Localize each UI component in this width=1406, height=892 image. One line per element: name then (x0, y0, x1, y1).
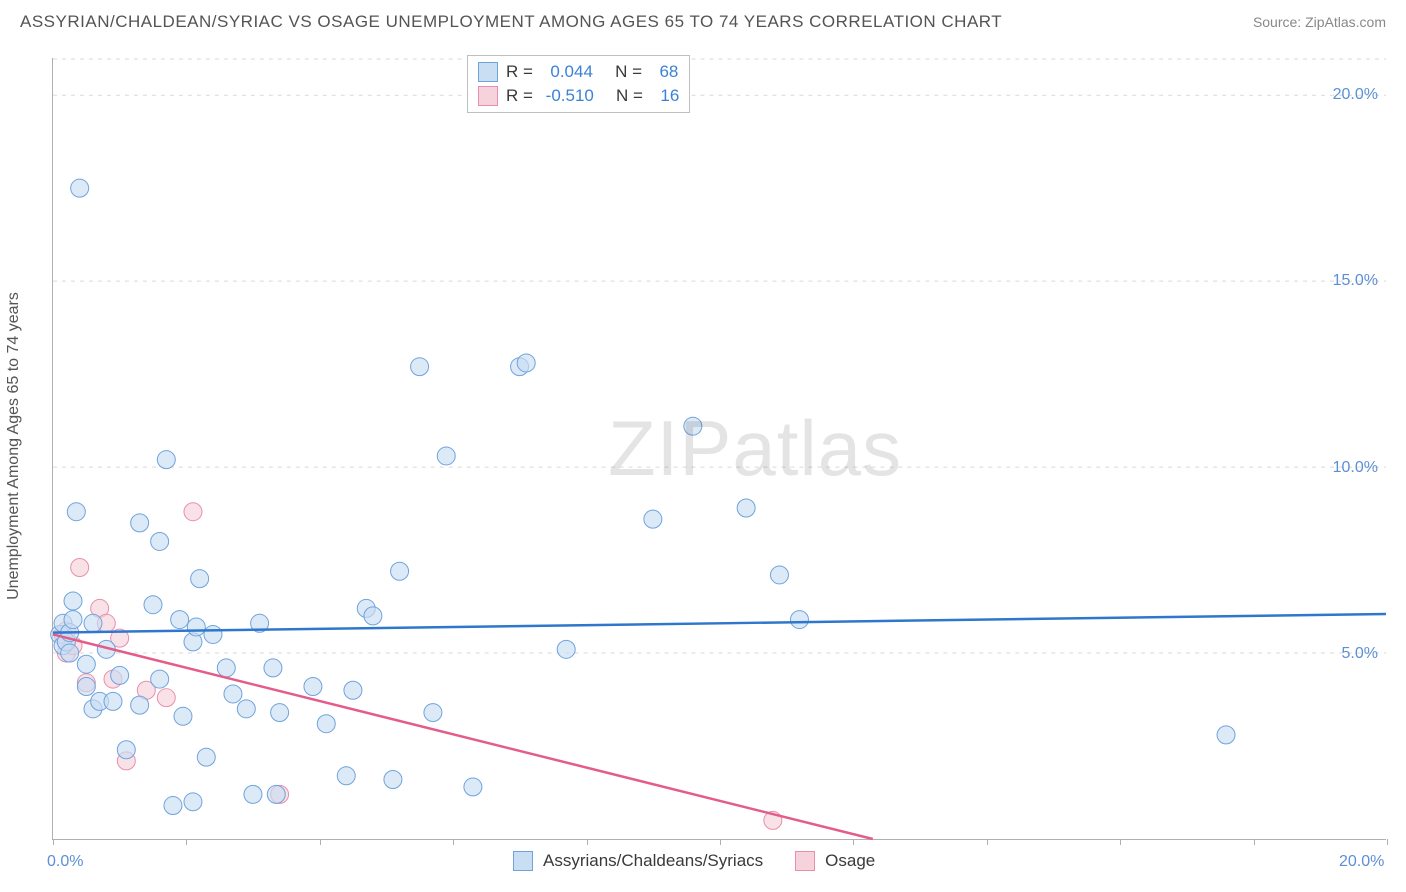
swatch-series1-icon (478, 62, 498, 82)
swatch-series2-icon (478, 86, 498, 106)
swatch-series1-icon (513, 851, 533, 871)
legend-label-2: Osage (825, 851, 875, 871)
y-axis-tick-label: 15.0% (1333, 272, 1378, 290)
x-axis-tick (320, 839, 321, 845)
stat-n-1: 68 (659, 60, 678, 84)
x-axis-tick (1387, 839, 1388, 845)
stats-box: R = 0.044 N = 68 R = -0.510 N = 16 (467, 55, 690, 113)
x-axis-tick (453, 839, 454, 845)
x-axis-tick-label: 20.0% (1339, 853, 1384, 871)
y-axis-tick-label: 10.0% (1333, 459, 1378, 477)
chart-canvas (53, 58, 1386, 839)
plot-area: 5.0%10.0%15.0%20.0% ZIPatlas R = 0.044 N… (52, 58, 1386, 840)
stat-r-2: -0.510 (546, 84, 594, 108)
y-axis-label: Unemployment Among Ages 65 to 74 years (5, 292, 23, 600)
stats-row-2: R = -0.510 N = 16 (478, 84, 679, 108)
stat-n-2: 16 (660, 84, 679, 108)
stats-row-1: R = 0.044 N = 68 (478, 60, 679, 84)
stat-r-1: 0.044 (550, 60, 593, 84)
legend-label-1: Assyrians/Chaldeans/Syriacs (543, 851, 763, 871)
y-axis-tick-label: 20.0% (1333, 86, 1378, 104)
y-axis-tick-label: 5.0% (1342, 645, 1378, 663)
x-axis-tick (186, 839, 187, 845)
x-axis-tick (53, 839, 54, 845)
x-axis-tick (1120, 839, 1121, 845)
x-axis-tick (987, 839, 988, 845)
legend: Assyrians/Chaldeans/Syriacs Osage (513, 851, 875, 871)
source-attribution: Source: ZipAtlas.com (1253, 14, 1386, 30)
x-axis-tick (853, 839, 854, 845)
x-axis-tick-label: 0.0% (47, 853, 83, 871)
swatch-series2-icon (795, 851, 815, 871)
chart-title: ASSYRIAN/CHALDEAN/SYRIAC VS OSAGE UNEMPL… (20, 12, 1002, 32)
x-axis-tick (1254, 839, 1255, 845)
x-axis-tick (720, 839, 721, 845)
x-axis-tick (587, 839, 588, 845)
